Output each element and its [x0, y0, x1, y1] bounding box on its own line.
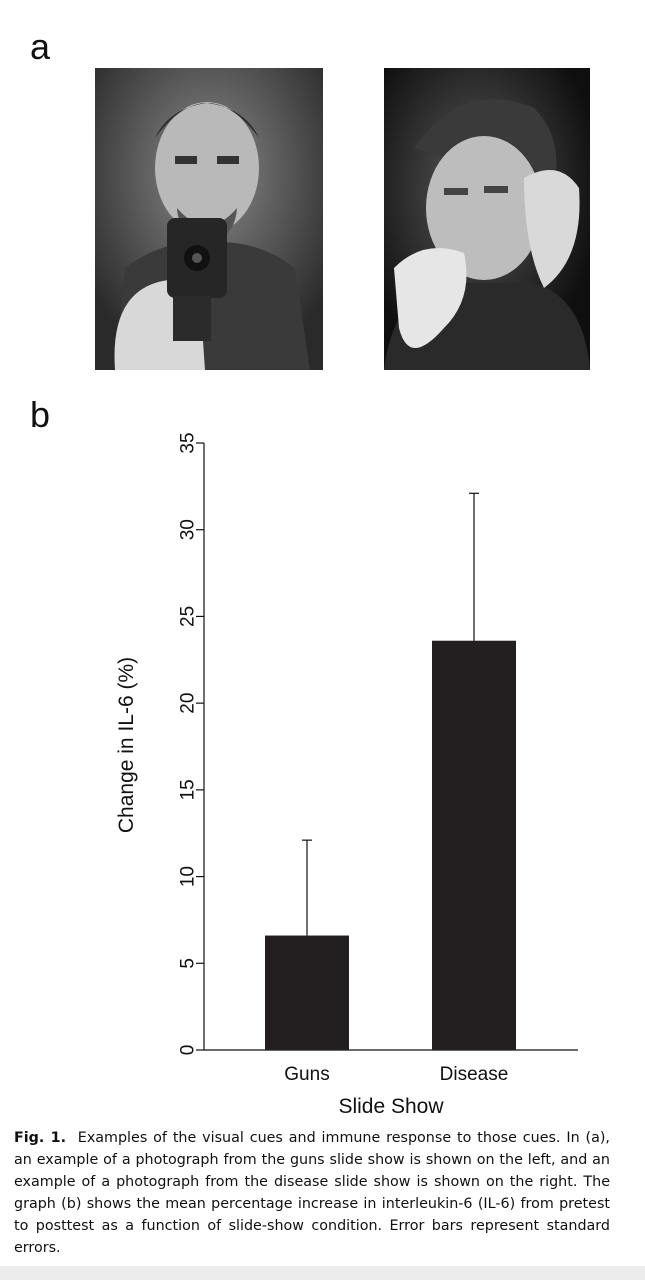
- y-tick-label: 35: [178, 432, 199, 453]
- disease-photo: [384, 68, 590, 370]
- guns-photo: [95, 68, 323, 370]
- y-tick-label: 15: [178, 779, 199, 800]
- figure-id: Fig. 1.: [14, 1130, 67, 1146]
- y-tick-label: 10: [178, 866, 199, 887]
- y-tick-label: 30: [178, 519, 199, 540]
- sick-woman-coughing-icon: [384, 68, 590, 370]
- page-bottom-edge: [0, 1266, 645, 1280]
- bar-disease: [432, 640, 516, 1050]
- chart-bars: [265, 492, 516, 1050]
- person-aiming-gun-icon: [95, 68, 323, 370]
- bar-guns: [265, 935, 349, 1050]
- y-tick-label: 20: [178, 693, 199, 714]
- chart-axes: [203, 443, 578, 1051]
- y-tick-label: 5: [178, 958, 199, 969]
- y-tick-label: 0: [178, 1045, 199, 1056]
- figure-caption: Fig. 1. Examples of the visual cues and …: [14, 1127, 610, 1259]
- panel-b-label: b: [30, 394, 51, 435]
- caption-text: Examples of the visual cues and immune r…: [14, 1130, 610, 1256]
- x-category-label: Disease: [440, 1064, 509, 1085]
- panel-a-label: a: [30, 26, 51, 67]
- y-axis-title: Change in IL-6 (%): [115, 657, 138, 833]
- x-axis-title: Slide Show: [338, 1095, 444, 1118]
- il6-bar-chart: 0 5 10 15 20 25 30 35 Guns Disease Change in IL-6…: [115, 432, 578, 1118]
- x-category-label: Guns: [284, 1064, 329, 1085]
- y-tick-label: 25: [178, 606, 199, 627]
- chart-ticks: 0 5 10 15 20 25 30 35 Guns Disease: [178, 432, 509, 1085]
